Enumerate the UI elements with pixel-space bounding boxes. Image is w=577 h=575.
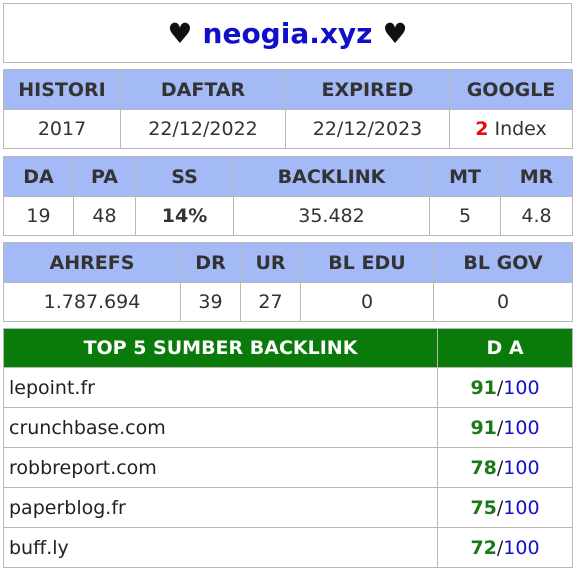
value-ss: 14% (135, 196, 234, 236)
value-bl-gov: 0 (433, 282, 573, 322)
da-max: 100 (503, 536, 540, 559)
google-index-count: 2 (475, 118, 489, 140)
backlink-site: buff.ly (3, 527, 438, 568)
header-top-sumber-backlink: TOP 5 SUMBER BACKLINK (3, 328, 438, 368)
heart-icon: ♥ (167, 16, 193, 50)
backlink-da: 78/100 (437, 447, 573, 488)
top-backlink-table: TOP 5 SUMBER BACKLINK D A lepoint.fr 91/… (3, 328, 573, 568)
google-index-label: Index (488, 118, 547, 140)
header-da-score: D A (437, 328, 573, 368)
header-google: GOOGLE (449, 69, 573, 110)
header-ahrefs: AHREFS (3, 242, 181, 283)
da-max: 100 (503, 496, 540, 519)
value-daftar: 22/12/2022 (120, 109, 286, 149)
da-max: 100 (503, 416, 540, 439)
header-daftar: DAFTAR (120, 69, 286, 110)
header-bl-gov: BL GOV (433, 242, 573, 283)
value-expired: 22/12/2023 (285, 109, 450, 149)
value-ahrefs: 1.787.694 (3, 282, 181, 322)
da-value: 78 (470, 456, 497, 479)
value-bl-edu: 0 (300, 282, 434, 322)
domain-title-box: ♥ neogia.xyz ♥ (3, 3, 572, 63)
da-value: 72 (470, 536, 497, 559)
header-bl-edu: BL EDU (300, 242, 434, 283)
table-row: robbreport.com 78/100 (3, 447, 573, 488)
da-max: 100 (503, 456, 540, 479)
value-mt: 5 (429, 196, 501, 236)
heart-icon: ♥ (382, 16, 408, 50)
value-histori: 2017 (3, 109, 121, 149)
value-ur: 27 (240, 282, 301, 322)
header-mt: MT (429, 156, 501, 197)
header-backlink: BACKLINK (233, 156, 430, 197)
header-da: DA (3, 156, 74, 197)
header-dr: DR (180, 242, 241, 283)
value-da: 19 (3, 196, 74, 236)
header-ss: SS (135, 156, 234, 197)
table-row: crunchbase.com 91/100 (3, 407, 573, 448)
header-pa: PA (73, 156, 136, 197)
domain-name: neogia.xyz (202, 16, 373, 50)
backlink-site: lepoint.fr (3, 367, 438, 408)
value-pa: 48 (73, 196, 136, 236)
history-table: HISTORI DAFTAR EXPIRED GOOGLE 2017 22/12… (3, 69, 573, 149)
header-mr: MR (500, 156, 573, 197)
value-google: 2 Index (449, 109, 573, 149)
da-value: 91 (470, 416, 497, 439)
header-expired: EXPIRED (285, 69, 450, 110)
da-max: 100 (503, 376, 540, 399)
backlink-site: paperblog.fr (3, 487, 438, 528)
backlink-da: 72/100 (437, 527, 573, 568)
table-row: lepoint.fr 91/100 (3, 367, 573, 408)
header-histori: HISTORI (3, 69, 121, 110)
backlink-da: 91/100 (437, 367, 573, 408)
da-value: 91 (470, 376, 497, 399)
header-ur: UR (240, 242, 301, 283)
value-mr: 4.8 (500, 196, 573, 236)
da-value: 75 (470, 496, 497, 519)
value-backlink: 35.482 (233, 196, 430, 236)
backlink-site: robbreport.com (3, 447, 438, 488)
ahrefs-table: AHREFS DR UR BL EDU BL GOV 1.787.694 39 … (3, 242, 573, 322)
backlink-site: crunchbase.com (3, 407, 438, 448)
value-dr: 39 (180, 282, 241, 322)
metrics-table: DA PA SS BACKLINK MT MR 19 48 14% 35.482… (3, 156, 573, 236)
backlink-da: 91/100 (437, 407, 573, 448)
table-row: paperblog.fr 75/100 (3, 487, 573, 528)
backlink-da: 75/100 (437, 487, 573, 528)
table-row: buff.ly 72/100 (3, 527, 573, 568)
